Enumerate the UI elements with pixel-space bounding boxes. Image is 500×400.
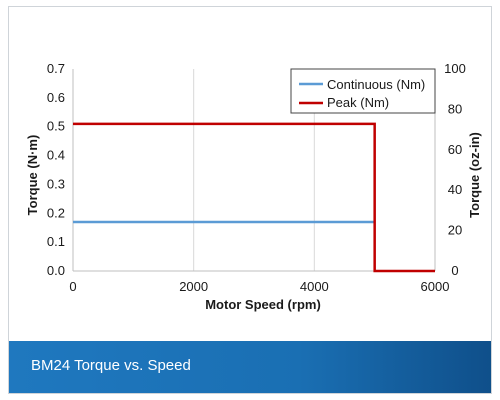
- y2-tick-label: 60: [448, 142, 462, 157]
- y-tick-label: 0.5: [47, 119, 65, 134]
- y-tick-label: 0.1: [47, 234, 65, 249]
- y2-tick-label: 100: [444, 61, 466, 76]
- x-axis-title: Motor Speed (rpm): [205, 297, 321, 312]
- chart-card: 0 2000 4000 6000 0.0 0.1 0.2 0.3 0.4 0.5 0.6 0.7 0 20…: [8, 6, 492, 394]
- legend-box: [290, 68, 436, 114]
- torque-speed-chart: 0 2000 4000 6000 0.0 0.1 0.2 0.3 0.4 0.5 0.6 0.7 0 20…: [25, 61, 482, 312]
- series-line-peak-nm: [73, 122, 435, 273]
- x-tick-label: 2000: [179, 279, 208, 294]
- x-tick-label: 4000: [300, 279, 329, 294]
- y-tick-label: 0.0: [47, 263, 65, 278]
- chart-caption: BM24 Torque vs. Speed: [31, 357, 191, 374]
- legend-label-peak: Peak (Nm): [327, 95, 389, 110]
- y-tick-label: 0.4: [47, 148, 65, 163]
- y2-tick-label: 20: [448, 223, 462, 238]
- series-layer: [73, 122, 435, 273]
- y-tick-label: 0.7: [47, 61, 65, 76]
- y-tick-label: 0.2: [47, 205, 65, 220]
- ticks-layer: 0 2000 4000 6000 0.0 0.1 0.2 0.3 0.4 0.5 0.6 0.7 0 20…: [47, 61, 466, 294]
- x-tick-label: 0: [69, 279, 76, 294]
- y2-axis-title: Torque (oz-in): [467, 132, 482, 218]
- y2-tick-label: 0: [451, 263, 458, 278]
- y2-tick-label: 40: [448, 182, 462, 197]
- chart-area: 0 2000 4000 6000 0.0 0.1 0.2 0.3 0.4 0.5 0.6 0.7 0 20…: [9, 7, 491, 341]
- y-tick-label: 0.6: [47, 90, 65, 105]
- legend-label-continuous: Continuous (Nm): [327, 77, 425, 92]
- y-tick-label: 0.3: [47, 176, 65, 191]
- y-axis-title: Torque (N·m): [25, 135, 40, 216]
- legend: Continuous (Nm) Peak (Nm): [290, 68, 436, 114]
- y2-tick-label: 80: [448, 101, 462, 116]
- x-tick-label: 6000: [421, 279, 450, 294]
- caption-bar: BM24 Torque vs. Speed: [9, 341, 491, 393]
